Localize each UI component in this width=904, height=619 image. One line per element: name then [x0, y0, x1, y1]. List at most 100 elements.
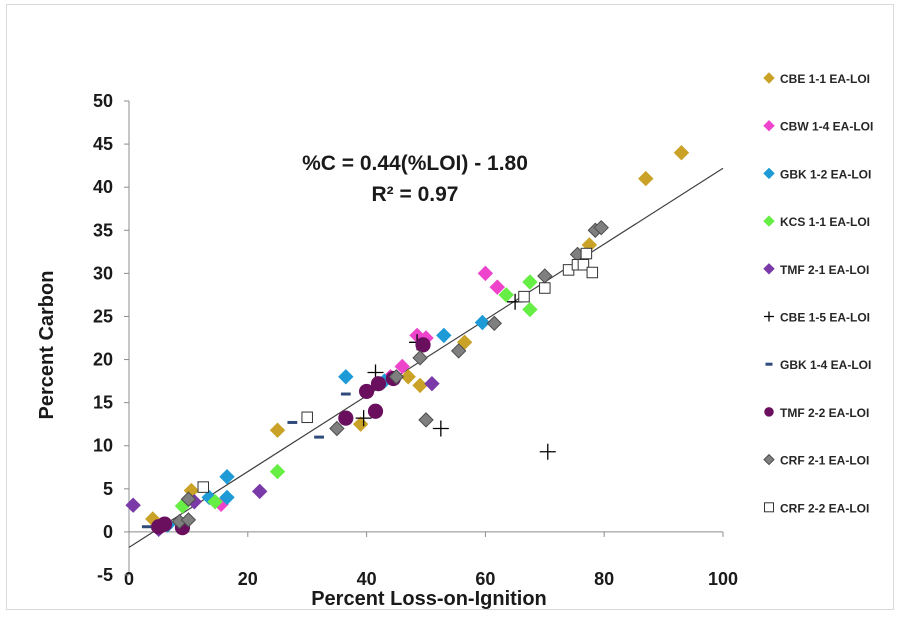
- y-tick-label: 10: [93, 436, 113, 456]
- legend-marker: [764, 502, 774, 513]
- data-point: [518, 290, 530, 303]
- data-point: [197, 481, 209, 493]
- legend-item: KCS 1-1 EA-LOI: [763, 215, 870, 229]
- legend-item: GBK 1-2 EA-LOI: [763, 167, 871, 181]
- legend-label: CBE 1-5 EA-LOI: [780, 311, 870, 325]
- data-point: [539, 443, 556, 460]
- data-point: [477, 265, 494, 282]
- x-axis-title: Percent Loss-on-Ignition: [311, 588, 547, 610]
- data-point: [388, 369, 405, 385]
- legend-item: CRF 2-1 EA-LOI: [763, 453, 869, 468]
- legend: CBE 1-1 EA-LOI CBW 1-4 EA-LOI GBK 1-2 EA-L…: [763, 72, 873, 515]
- legend-marker: [763, 119, 775, 132]
- data-point: [157, 516, 173, 532]
- chart-frame: 0 20 40 60 80 100 -5 0 5 10 15 20 25 30 35 40 45 50 CBE 1…: [6, 4, 894, 610]
- data-point: [580, 247, 593, 260]
- data-point: [593, 219, 609, 236]
- data-point: [180, 512, 197, 528]
- series-gbk-1-4-ea-loi: [141, 392, 351, 529]
- data-point: [359, 383, 375, 400]
- y-tick-label: 30: [93, 263, 113, 283]
- data-point: [370, 376, 387, 392]
- data-point: [522, 274, 538, 290]
- data-point: [125, 497, 141, 513]
- data-point: [180, 491, 197, 507]
- data-point: [537, 268, 553, 284]
- data-point: [412, 377, 428, 394]
- y-tick-label: 25: [93, 306, 113, 326]
- legend-marker: [763, 72, 775, 84]
- y-tick-label: 20: [93, 350, 113, 370]
- data-point: [400, 369, 416, 385]
- x-tick-label: 100: [708, 569, 738, 589]
- data-point: [219, 469, 235, 485]
- y-tick-label: 40: [93, 177, 113, 197]
- trendline-r-squared: R² = 0.97: [372, 183, 459, 206]
- data-point: [338, 410, 354, 426]
- y-tick-label: 15: [93, 393, 113, 413]
- legend-marker: [763, 453, 775, 466]
- scatter-chart: 0 20 40 60 80 100 -5 0 5 10 15 20 25 30 35 40 45 50 CBE 1…: [36, 72, 873, 610]
- legend-label: CBW 1-4 EA-LOI: [780, 120, 873, 134]
- data-point: [489, 279, 505, 295]
- legend-marker: [764, 311, 774, 322]
- legend-marker: [763, 263, 775, 275]
- legend-marker: [764, 407, 774, 417]
- data-point: [436, 327, 452, 344]
- data-point: [450, 343, 467, 359]
- data-point: [539, 282, 551, 294]
- legend-item: GBK 1-4 EA-LOI: [765, 358, 871, 372]
- legend-label: TMF 2-2 EA-LOI: [780, 406, 869, 420]
- series-cbw-1-4-ea-loi: [213, 265, 505, 513]
- data-point: [338, 369, 354, 385]
- series-tmf-2-1-ea-loi: [125, 375, 440, 538]
- data-point: [269, 463, 286, 480]
- data-point: [412, 350, 428, 366]
- data-point: [424, 375, 440, 392]
- x-tick-label: 0: [124, 569, 134, 589]
- data-point: [415, 337, 431, 353]
- data-point: [207, 494, 223, 510]
- data-point: [329, 420, 345, 437]
- legend-item: CBW 1-4 EA-LOI: [763, 119, 873, 134]
- legend-marker: [763, 167, 775, 180]
- data-point: [673, 145, 690, 161]
- data-point: [394, 358, 410, 375]
- y-tick-label: 35: [93, 220, 113, 240]
- data-point: [355, 410, 372, 427]
- legend-label: CBE 1-1 EA-LOI: [780, 72, 870, 86]
- y-tick-label: 50: [93, 91, 113, 111]
- y-tick-label: 0: [103, 522, 113, 542]
- data-point: [586, 266, 599, 279]
- x-tick-label: 60: [475, 569, 495, 589]
- legend-label: TMF 2-1 EA-LOI: [780, 263, 869, 277]
- series-kcs-1-1-ea-loi: [174, 274, 538, 514]
- x-tick-label: 80: [594, 569, 614, 589]
- series-cbe-1-5-ea-loi: [355, 293, 556, 460]
- series-crf-2-2-ea-loi: [197, 247, 599, 493]
- y-tick-label: 5: [103, 479, 113, 499]
- data-point: [301, 411, 313, 424]
- data-point: [269, 422, 286, 438]
- legend-item: CBE 1-5 EA-LOI: [764, 311, 870, 325]
- data-point: [498, 287, 514, 303]
- data-point: [352, 416, 369, 432]
- legend-label: CRF 2-1 EA-LOI: [780, 454, 869, 468]
- y-axis-title: Percent Carbon: [36, 271, 58, 420]
- legend-label: KCS 1-1 EA-LOI: [780, 215, 870, 229]
- trendline-equation: %C = 0.44(%LOI) - 1.80: [302, 152, 528, 175]
- data-point: [486, 315, 503, 332]
- data-point: [432, 420, 449, 437]
- legend-label: GBK 1-2 EA-LOI: [780, 167, 871, 181]
- data-point: [638, 170, 654, 187]
- data-point: [577, 258, 590, 271]
- y-tick-label: 45: [93, 134, 113, 154]
- legend-item: TMF 2-1 EA-LOI: [763, 263, 869, 277]
- y-tick-label: -5: [97, 565, 113, 585]
- data-point: [474, 314, 491, 331]
- x-tick-label: 40: [357, 569, 377, 589]
- legend-label: CRF 2-2 EA-LOI: [780, 501, 869, 515]
- data-point: [367, 403, 384, 419]
- data-point: [418, 412, 434, 428]
- data-point: [522, 301, 538, 318]
